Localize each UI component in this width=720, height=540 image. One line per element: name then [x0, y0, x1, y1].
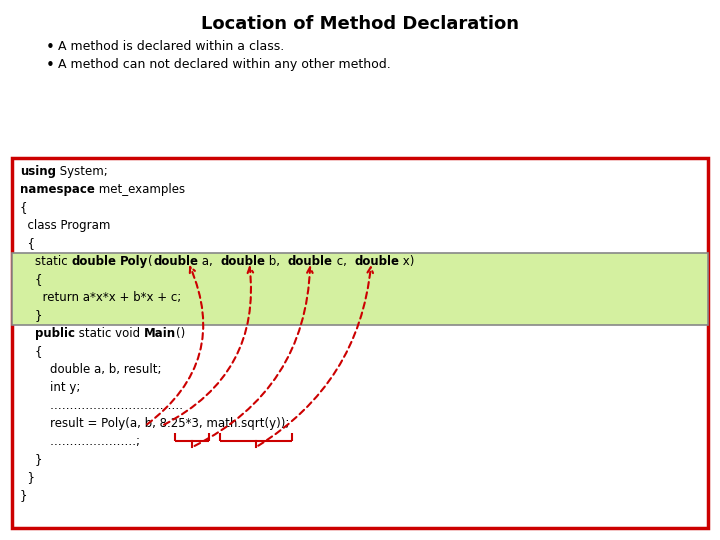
- Text: result = Poly(a, b, 8.25*3, math.sqrt(y));: result = Poly(a, b, 8.25*3, math.sqrt(y)…: [20, 417, 289, 430]
- Text: double: double: [288, 255, 333, 268]
- Text: class Program: class Program: [20, 219, 110, 232]
- Text: •: •: [45, 40, 55, 55]
- Text: double: double: [71, 255, 117, 268]
- Text: double a, b, result;: double a, b, result;: [20, 363, 161, 376]
- Text: Poly: Poly: [120, 255, 148, 268]
- Text: c,: c,: [333, 255, 354, 268]
- Text: (: (: [148, 255, 153, 268]
- Text: (): (): [176, 327, 185, 340]
- Text: using: using: [20, 165, 56, 178]
- Text: public: public: [35, 327, 75, 340]
- Text: …………………………….: …………………………….: [20, 399, 183, 412]
- Text: a,: a,: [198, 255, 220, 268]
- FancyBboxPatch shape: [12, 253, 708, 325]
- Text: }: }: [20, 453, 42, 466]
- Text: }: }: [20, 471, 35, 484]
- Text: {: {: [20, 237, 35, 250]
- Text: static: static: [20, 255, 71, 268]
- Text: {: {: [20, 273, 42, 286]
- Text: {: {: [20, 201, 27, 214]
- Text: A method is declared within a class.: A method is declared within a class.: [58, 40, 284, 53]
- Text: •: •: [45, 58, 55, 73]
- FancyBboxPatch shape: [12, 158, 708, 528]
- Text: }: }: [20, 489, 27, 502]
- Text: double: double: [354, 255, 399, 268]
- Text: Location of Method Declaration: Location of Method Declaration: [201, 15, 519, 33]
- Text: {: {: [20, 345, 42, 358]
- Text: b,: b,: [265, 255, 288, 268]
- Text: return a*x*x + b*x + c;: return a*x*x + b*x + c;: [20, 291, 181, 304]
- Text: double: double: [220, 255, 265, 268]
- Text: namespace: namespace: [20, 183, 95, 196]
- Text: double: double: [153, 255, 198, 268]
- Text: met_examples: met_examples: [95, 183, 185, 196]
- Text: static void: static void: [75, 327, 144, 340]
- Text: int y;: int y;: [20, 381, 81, 394]
- Text: ………………….;: ………………….;: [20, 435, 140, 448]
- Text: }: }: [20, 309, 42, 322]
- Text: A method can not declared within any other method.: A method can not declared within any oth…: [58, 58, 391, 71]
- Text: Main: Main: [144, 327, 176, 340]
- Text: System;: System;: [56, 165, 108, 178]
- Text: x): x): [399, 255, 415, 268]
